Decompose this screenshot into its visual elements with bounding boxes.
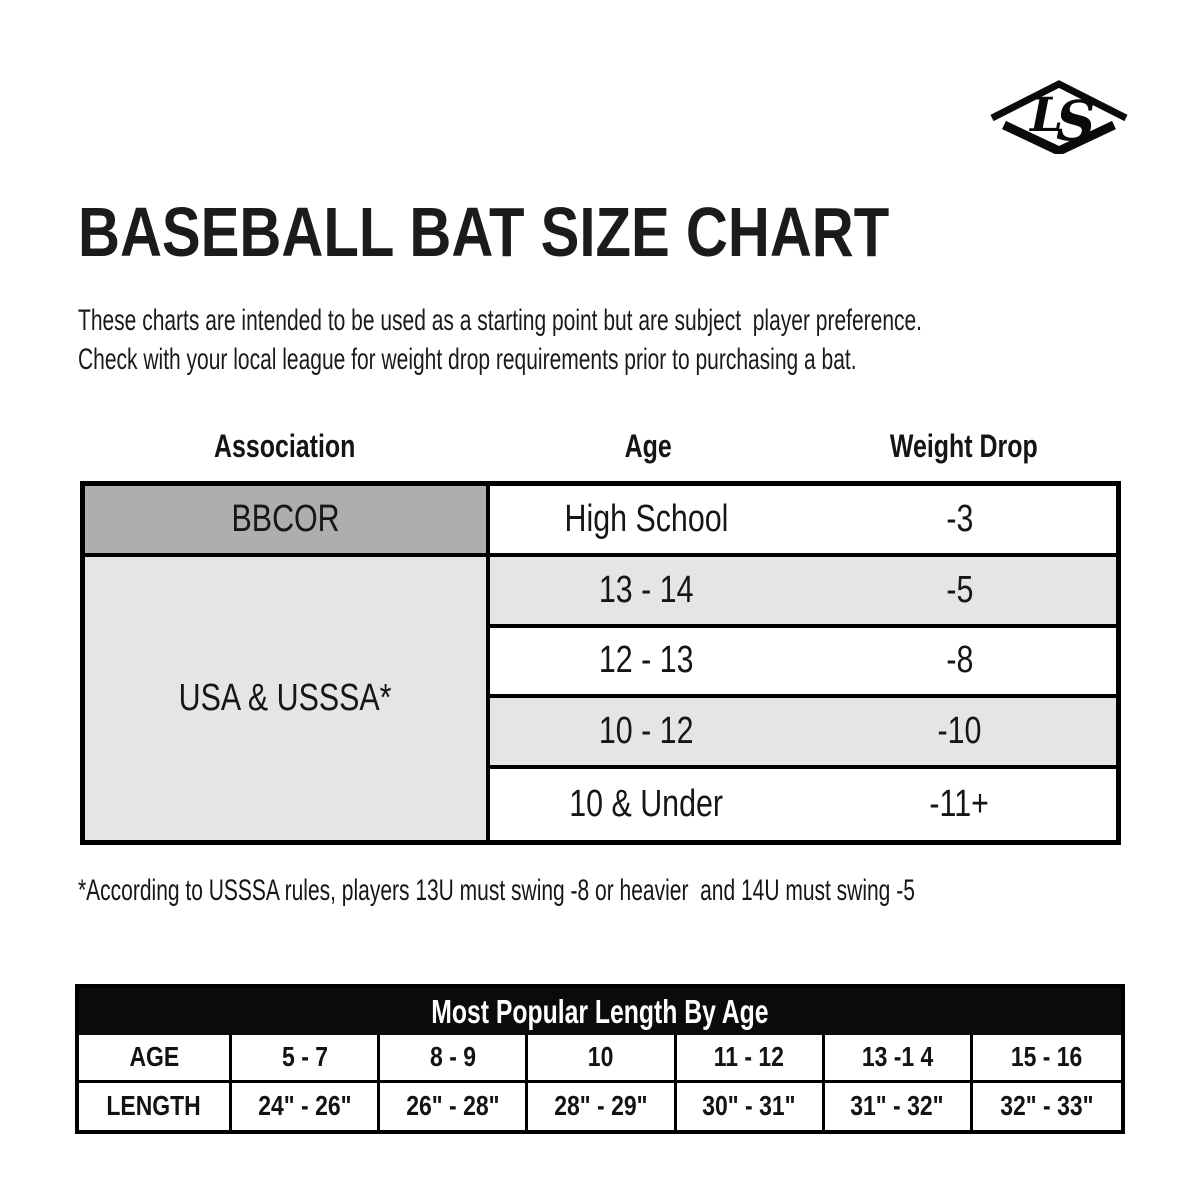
intro-text: These charts are intended to be used as …: [78, 301, 1200, 379]
usssa-footnote: *According to USSSA rules, players 13U m…: [78, 874, 915, 907]
intro-line-2: Check with your local league for weight …: [78, 343, 857, 376]
weight-drop-cell-high-school: -3: [945, 497, 974, 540]
age-cell-10-under: 10 & Under: [569, 783, 724, 826]
length-cell-31-32: 31" - 32": [825, 1082, 973, 1130]
length-cell-32-33: 32" - 33": [1000, 1090, 1094, 1122]
age-cell-11-12: 11 - 12: [676, 1035, 825, 1083]
weight-drop-cell-10-under: -11+: [929, 783, 990, 826]
popular-length-table: Most Popular Length By Age AGE 5 - 7 8 -…: [75, 984, 1125, 1134]
age-cell-13-14: 13 - 14: [599, 568, 694, 611]
length-cell-30-31: 30" - 31": [677, 1082, 825, 1130]
table-row-13-14: 13 - 14 -5: [490, 556, 1116, 628]
ls-monogram-icon: L S: [990, 80, 1128, 156]
age-cell-8-9: 8 - 9: [380, 1035, 529, 1083]
column-header-weight-drop: Weight Drop: [889, 428, 1038, 464]
age-row-label: AGE: [79, 1035, 232, 1083]
popular-length-grid: AGE 5 - 7 8 - 9 10 11 - 12 13 -1 4 15 - …: [79, 1035, 1121, 1130]
weight-drop-cell-13-14: -5: [945, 568, 974, 611]
column-header-association: Association: [214, 428, 356, 464]
length-cell-26-28: 26" - 28": [380, 1082, 529, 1130]
length-row-label: LENGTH: [79, 1082, 232, 1130]
page-title: BASEBALL BAT SIZE CHART: [78, 193, 890, 271]
age-cell-5-7: 5 - 7: [232, 1035, 381, 1083]
weight-drop-cell-12-13: -8: [945, 639, 974, 682]
table-row-10-12: 10 - 12 -10: [490, 698, 1116, 770]
association-cell-bbcor: BBCOR: [85, 486, 490, 557]
length-cell-24-26: 24" - 26": [232, 1082, 381, 1130]
age-cell-12-13: 12 - 13: [599, 639, 694, 682]
age-cell-13-14: 13 -1 4: [824, 1035, 973, 1083]
louisville-slugger-logo: L S: [988, 74, 1130, 156]
weight-drop-cell-10-12: -10: [937, 710, 982, 753]
association-cell-usa-usssa: USA & USSSA*: [85, 556, 490, 840]
table-row-bbcor: High School -3: [490, 486, 1116, 557]
age-cell-10: 10: [528, 1035, 677, 1083]
bat-size-table: BBCOR USA & USSSA* High School -3 13 - 1…: [80, 481, 1121, 845]
age-cell-15-16: 15 - 16: [972, 1035, 1121, 1083]
logo-bottom-v: [1002, 120, 1116, 156]
logo-letter-s: S: [1056, 88, 1096, 153]
intro-line-1: These charts are intended to be used as …: [78, 304, 923, 337]
popular-length-table-title: Most Popular Length By Age: [79, 988, 1121, 1035]
column-header-age: Age: [624, 428, 672, 464]
length-cell-28-29: 28" - 29": [528, 1082, 677, 1130]
table-row-10-and-under: 10 & Under -11+: [490, 769, 1116, 840]
logo-top-chevron: [990, 80, 1128, 122]
table-row-12-13: 12 - 13 -8: [490, 627, 1116, 699]
logo-letter-l: L: [1028, 88, 1063, 143]
age-cell-high-school: High School: [564, 497, 729, 540]
age-cell-10-12: 10 - 12: [599, 710, 694, 753]
